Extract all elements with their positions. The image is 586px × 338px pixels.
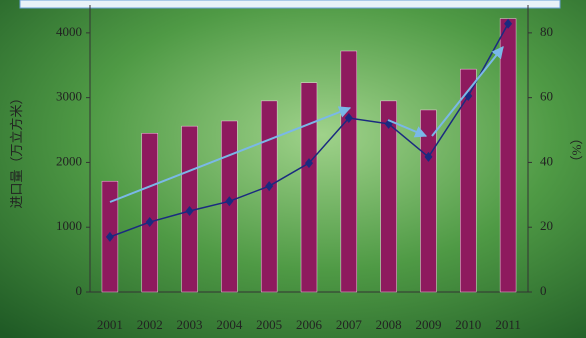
marker	[265, 181, 274, 192]
marker	[105, 231, 114, 242]
y2-tick-label: 20	[540, 218, 553, 233]
marker	[305, 158, 313, 169]
title-box	[19, 0, 561, 9]
bar	[141, 133, 158, 293]
bar	[300, 82, 318, 293]
bar	[380, 100, 397, 293]
y-axis-label: 进口量（万立方米）	[9, 91, 24, 208]
trend-arrow	[431, 46, 504, 137]
x-tick-label: 2001	[97, 317, 123, 332]
x-tick-label: 2003	[177, 317, 203, 332]
x-tick-label: 2010	[455, 317, 481, 332]
x-tick-label: 2005	[256, 317, 282, 332]
bar	[340, 50, 358, 293]
x-tick-label: 2002	[137, 317, 163, 332]
bar	[460, 68, 477, 293]
x-tick-label: 2006	[296, 317, 323, 332]
x-tick-label: 2011	[495, 317, 521, 332]
marker	[145, 217, 154, 228]
bar	[499, 18, 517, 293]
y2-tick-label: 60	[540, 89, 553, 104]
x-tick-label: 2008	[376, 317, 402, 332]
marker	[504, 18, 513, 29]
y-tick-label: 2000	[56, 153, 82, 168]
y2-tick-label: 80	[540, 24, 553, 39]
bar	[420, 109, 437, 293]
marker	[185, 206, 194, 217]
y-tick-label: 3000	[56, 89, 82, 104]
x-tick-label: 2004	[216, 317, 243, 332]
y2-tick-label: 0	[540, 283, 547, 298]
x-tick-label: 2009	[415, 317, 441, 332]
y2-tick-label: 40	[540, 153, 553, 168]
x-tick-label: 2007	[336, 317, 363, 332]
y-tick-label: 0	[76, 283, 83, 298]
marker	[225, 196, 234, 207]
y-tick-label: 1000	[56, 218, 82, 233]
bar	[221, 120, 238, 293]
marker	[424, 151, 433, 162]
y2-axis-label: （%）	[569, 132, 584, 169]
trend-arrow	[109, 106, 352, 203]
trend-arrow	[387, 119, 428, 138]
bar	[260, 100, 278, 293]
y-tick-label: 4000	[56, 24, 82, 39]
